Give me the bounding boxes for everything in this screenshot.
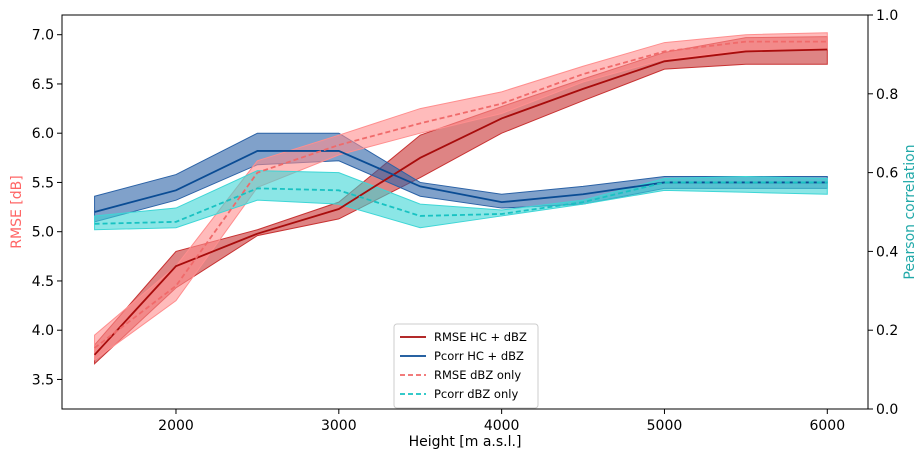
- x-tick-label: 5000: [647, 418, 683, 434]
- y-right-tick-label: 1.0: [876, 8, 898, 24]
- x-tick-label: 3000: [321, 418, 357, 434]
- y-left-tick-label: 5.5: [32, 175, 54, 191]
- x-tick-label: 4000: [484, 418, 520, 434]
- y-left-tick-label: 4.5: [32, 274, 54, 290]
- confidence-bands: [94, 32, 828, 365]
- y-left-tick-label: 3.5: [32, 372, 54, 388]
- y-right-tick-label: 0.4: [876, 244, 898, 260]
- series-line-4: [94, 181, 828, 225]
- y-left-tick-label: 6.5: [32, 77, 54, 93]
- y-left-tick-label: 7.0: [32, 28, 54, 44]
- legend-label: RMSE dBZ only: [434, 368, 521, 382]
- y-axis-left: 3.5 4.0 4.5 5.0 5.5 6.0 6.5 7.0: [32, 28, 62, 388]
- y-right-tick-label: 0.8: [876, 87, 898, 103]
- legend-label: RMSE HC + dBZ: [434, 330, 527, 344]
- y-right-tick-label: 0.0: [876, 402, 898, 418]
- series-line-1: [93, 48, 828, 356]
- band-1: [94, 36, 828, 365]
- x-axis: 2000 3000 4000 5000 6000: [158, 409, 845, 434]
- y-left-tick-label: 4.0: [32, 323, 54, 339]
- plot-frame: [61, 14, 869, 410]
- y-axis-left-label: RMSE [dB]: [9, 175, 25, 248]
- legend-label: Pcorr dBZ only: [434, 387, 518, 401]
- y-axis-right: 0.0 0.2 0.4 0.6 0.8 1.0: [868, 8, 898, 418]
- y-left-tick-label: 6.0: [32, 126, 54, 142]
- y-left-tick-label: 5.0: [32, 225, 54, 241]
- y-axis-right-label: Pearson correlation: [902, 144, 918, 279]
- x-tick-label: 6000: [809, 418, 845, 434]
- series-line-3: [94, 40, 828, 349]
- legend-box: [393, 323, 539, 409]
- series-lines: [93, 40, 828, 356]
- legend-label: Pcorr HC + dBZ: [434, 349, 524, 363]
- x-axis-label: Height [m a.s.l.]: [409, 434, 522, 450]
- legend: RMSE HC + dBZ Pcorr HC + dBZ RMSE dBZ only…: [393, 323, 539, 409]
- y-right-tick-label: 0.6: [876, 166, 898, 182]
- x-tick-label: 2000: [158, 418, 194, 434]
- y-right-tick-label: 0.2: [876, 323, 898, 339]
